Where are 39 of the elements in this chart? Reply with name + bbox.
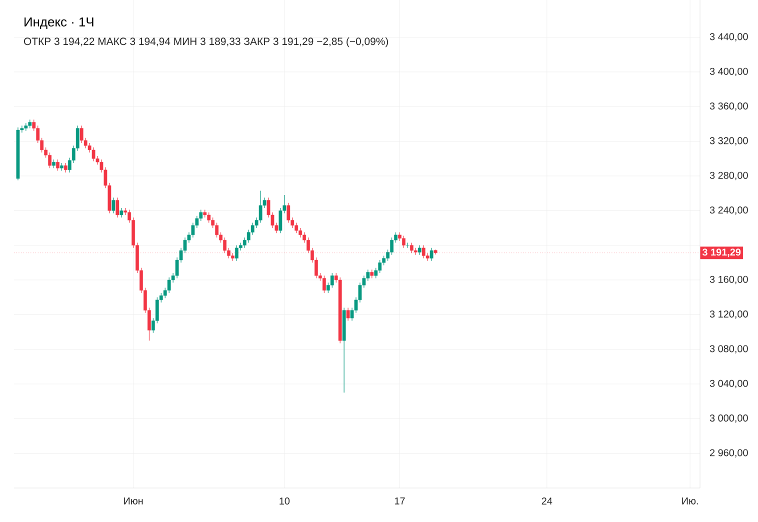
candlestick: [378, 260, 382, 274]
candlestick: [390, 237, 394, 256]
x-tick-label: Ию.: [682, 497, 698, 504]
y-tick-label: 3 360,00: [710, 102, 748, 111]
y-tick-label: 3 280,00: [710, 172, 748, 180]
candlestick: [56, 159, 60, 172]
candlestick: [430, 248, 434, 262]
candlestick: [64, 162, 68, 173]
y-tick-label: 2 960,00: [710, 449, 748, 458]
y-tick-label: 3 320,00: [710, 137, 748, 146]
candlestick: [402, 235, 406, 248]
text: Индекс · 1Ч: [24, 17, 94, 29]
text: ОТКР 3 194,22 МАКС 3 194,94 МИН 3 189,33 ЗАКР 3 191,29 −2,85 (−0,09%): [24, 37, 388, 48]
x-tick-label: Июн: [124, 497, 143, 504]
candlestick: [92, 147, 96, 162]
y-tick-label: 3 160,00: [710, 276, 748, 284]
candlestick: [80, 125, 84, 144]
candlestick: [235, 244, 238, 262]
candlestick: [112, 197, 116, 214]
y-tick-label: 3 120,00: [710, 310, 748, 319]
y-tick-label: 3 400,00: [710, 68, 748, 76]
candlestick: [24, 122, 28, 132]
candlestick: [48, 152, 52, 168]
ref-line-label: 3 191,29: [702, 248, 741, 258]
y-tick-label: 3 440,00: [710, 33, 748, 42]
y-tick-label: 3 040,00: [710, 380, 748, 388]
y-tick-label: 3 080,00: [710, 345, 748, 354]
candlestick: [116, 197, 120, 218]
candlestick: [346, 307, 350, 322]
x-tick-label: 24: [542, 498, 552, 504]
x-tick-label: 17: [394, 497, 405, 504]
y-tick-label: 3 000,00: [710, 414, 748, 423]
candlestick: [418, 244, 422, 256]
candlestick: [322, 275, 326, 294]
y-tick-label: 3 240,00: [710, 206, 748, 215]
candlestick: [294, 222, 298, 234]
candlestick: [120, 208, 124, 218]
x-tick-label: 10: [280, 498, 290, 505]
candlestick: [215, 222, 219, 238]
